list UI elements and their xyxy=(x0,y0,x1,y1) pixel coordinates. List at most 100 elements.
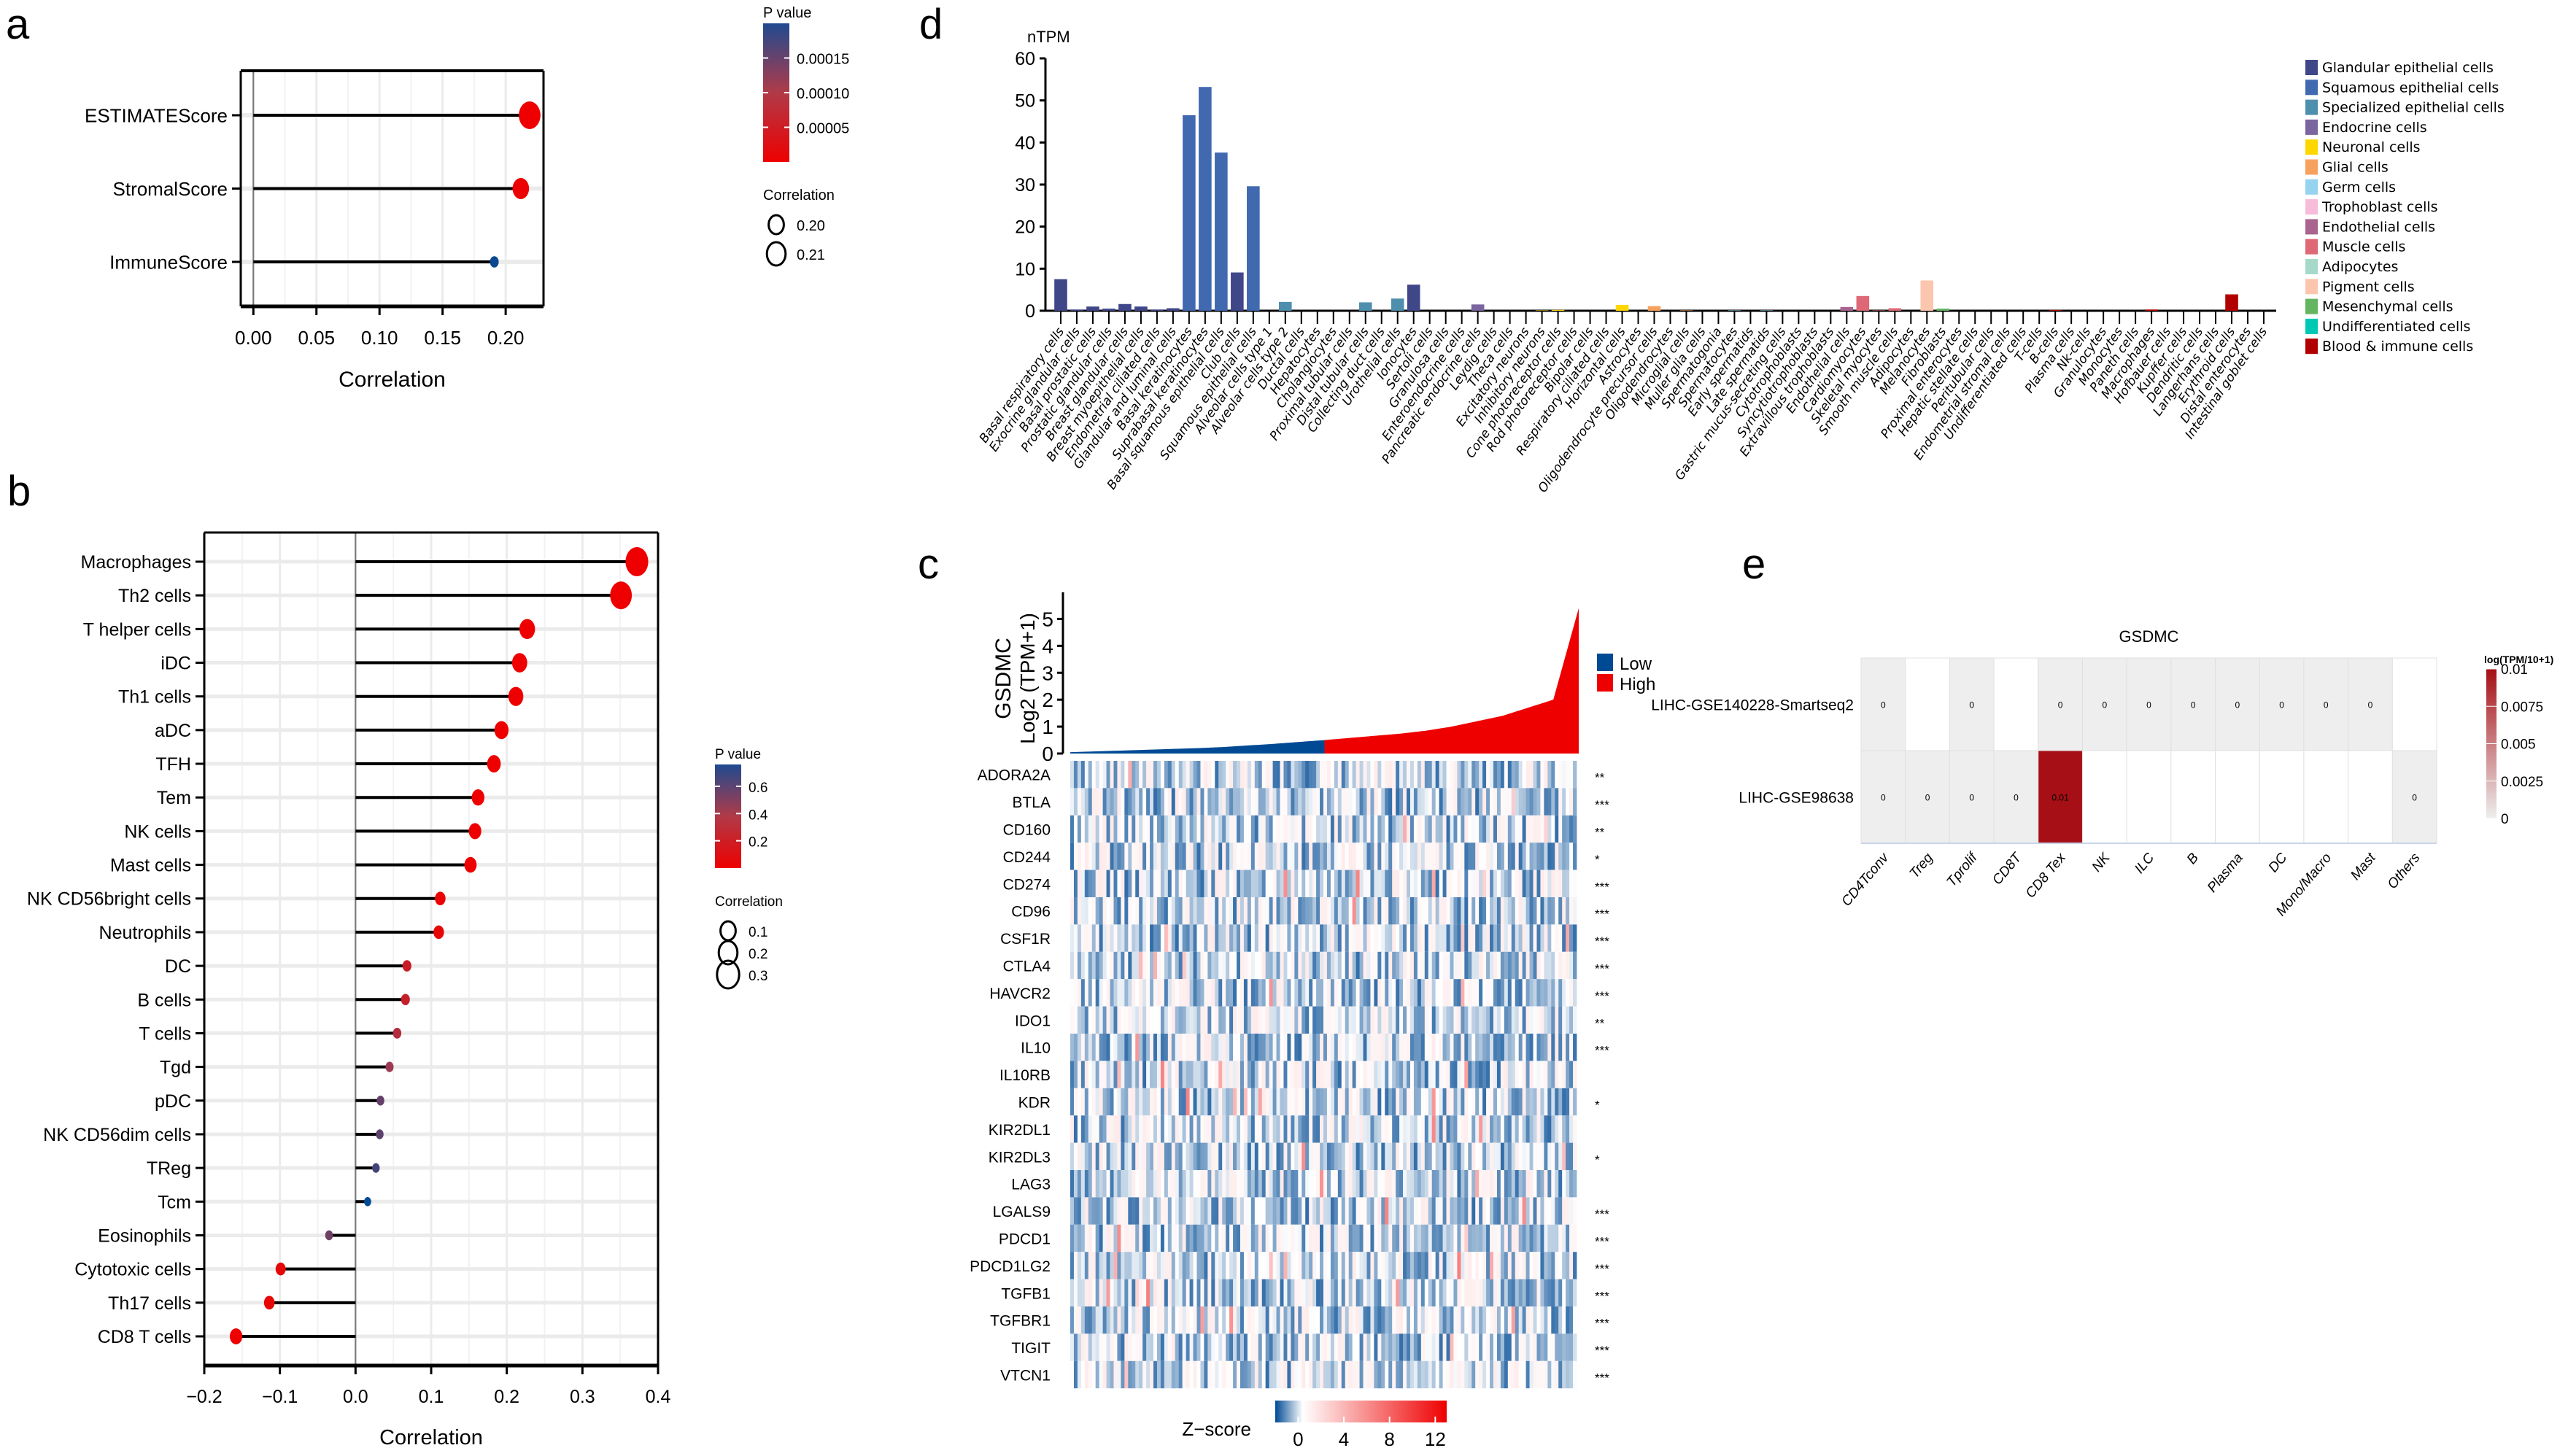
heatmap-cell xyxy=(1468,1197,1472,1225)
heatmap-cell xyxy=(1121,924,1125,952)
heatmap-cell xyxy=(1077,1006,1082,1034)
heatmap-cell xyxy=(1160,1170,1165,1198)
heatmap-cell xyxy=(1573,1142,1577,1170)
heatmap-cell xyxy=(1294,1333,1299,1361)
heatmap-cell xyxy=(1547,951,1552,980)
heatmap-cell xyxy=(1544,1115,1548,1143)
heatmap-cell xyxy=(1070,761,1075,789)
heatmap-cell xyxy=(1189,1306,1194,1334)
heatmap-cell xyxy=(1428,1006,1433,1034)
column-label: CD8T xyxy=(1989,850,2025,888)
heatmap-cell xyxy=(1348,1306,1353,1334)
heatmap-cell xyxy=(1139,979,1143,1007)
heatmap-cell xyxy=(1525,897,1530,925)
heatmap-cell xyxy=(1507,1115,1512,1143)
heatmap-cell xyxy=(1522,1088,1526,1116)
heatmap-cell xyxy=(1186,815,1190,843)
heatmap-cell xyxy=(1088,951,1093,980)
heatmap-cell xyxy=(1330,761,1335,789)
heatmap-cell xyxy=(1171,1360,1176,1389)
heatmap-cell xyxy=(1073,1333,1078,1361)
heatmap-cell xyxy=(1287,1061,1291,1088)
heatmap-cell xyxy=(1211,761,1215,789)
heatmap-cell xyxy=(1392,1115,1396,1143)
heatmap-cell xyxy=(1250,1306,1256,1334)
heatmap-cell xyxy=(1490,1142,1494,1170)
heatmap-cell xyxy=(1298,1306,1302,1334)
heatmap-cell xyxy=(1080,1142,1086,1170)
heatmap-cell xyxy=(1294,870,1299,897)
lollipop-point xyxy=(263,1296,275,1310)
heatmap-cell xyxy=(1247,1034,1252,1061)
heatmap-cell xyxy=(1305,1224,1310,1252)
heatmap-cell xyxy=(1399,979,1404,1007)
color-bar-label: 0.2 xyxy=(749,835,767,851)
heatmap-cell xyxy=(1566,979,1570,1007)
heatmap-cell xyxy=(1309,1142,1313,1170)
heatmap-cell xyxy=(1073,1252,1078,1279)
heatmap-cell xyxy=(1450,1115,1454,1143)
heatmap-cell xyxy=(1396,843,1400,870)
heatmap-row xyxy=(1070,924,1577,952)
heatmap-cell xyxy=(1363,761,1367,789)
heatmap-cell xyxy=(1254,1306,1259,1334)
heatmap-cell xyxy=(1077,897,1082,925)
heatmap-cell xyxy=(1562,951,1566,980)
heatmap-cell xyxy=(1355,1306,1360,1334)
heatmap-cell xyxy=(1352,1034,1357,1061)
heatmap-cell xyxy=(1471,1279,1476,1306)
heatmap-cell xyxy=(1250,1061,1256,1088)
heatmap-cell xyxy=(1106,924,1110,952)
heatmap-cell xyxy=(1573,1170,1577,1198)
heatmap-cell xyxy=(1113,870,1118,897)
heatmap-cell xyxy=(1566,1333,1570,1361)
heatmap-cell xyxy=(1479,788,1483,816)
heatmap-cell xyxy=(1196,924,1201,952)
heatmap-cell xyxy=(1211,1170,1215,1198)
heatmap-cell xyxy=(1479,843,1483,870)
heatmap-cell xyxy=(1518,1006,1523,1034)
heatmap-cell xyxy=(1088,788,1093,816)
heatmap-cell xyxy=(1320,924,1324,952)
heatmap-cell xyxy=(1113,1279,1118,1306)
heatmap-cell xyxy=(1551,843,1555,870)
heatmap-cell xyxy=(1399,1061,1404,1088)
heatmap-cell xyxy=(1164,1197,1169,1225)
heatmap-cell xyxy=(1330,1006,1335,1034)
heatmap-cell xyxy=(1070,788,1075,816)
heatmap-cell xyxy=(1207,1279,1212,1306)
heatmap-cell xyxy=(1182,843,1187,870)
heatmap-cell xyxy=(1171,897,1176,925)
heatmap-cell xyxy=(1435,1170,1440,1198)
heatmap-cell xyxy=(1153,1360,1158,1389)
heatmap-cell xyxy=(1431,1252,1436,1279)
heatmap-cell xyxy=(1305,1142,1310,1170)
heatmap-cell xyxy=(1302,1360,1306,1389)
heatmap-cell xyxy=(1178,979,1183,1007)
heatmap-cell xyxy=(1312,951,1317,980)
heatmap-cell xyxy=(1500,1142,1505,1170)
heatmap-cell xyxy=(1486,924,1490,952)
heatmap-cell xyxy=(1504,843,1509,870)
heatmap-cell xyxy=(1507,979,1512,1007)
heatmap-cell xyxy=(1258,1061,1263,1088)
heatmap-cell xyxy=(1439,1115,1443,1143)
heatmap-cell xyxy=(1555,870,1559,897)
heatmap-cell xyxy=(1171,1333,1176,1361)
heatmap-cell xyxy=(1409,1279,1415,1306)
heatmap-cell xyxy=(1113,1306,1118,1334)
heatmap-cell xyxy=(1424,1279,1429,1306)
heatmap-cell xyxy=(1479,1034,1483,1061)
heatmap-cell xyxy=(1566,1006,1570,1034)
heatmap-cell xyxy=(1276,979,1280,1007)
heatmap-cell xyxy=(1280,1360,1284,1389)
heatmap-cell xyxy=(1439,761,1443,789)
gene-label: IDO1 xyxy=(1015,1012,1051,1029)
heatmap-cell xyxy=(1392,815,1396,843)
heatmap-cell xyxy=(1135,1170,1140,1198)
heatmap-cell xyxy=(1525,1088,1530,1116)
heatmap-cell xyxy=(1309,1006,1313,1034)
heatmap-cell xyxy=(1424,788,1429,816)
heatmap-cell xyxy=(1218,1360,1223,1389)
heatmap-cell xyxy=(1511,1115,1516,1143)
